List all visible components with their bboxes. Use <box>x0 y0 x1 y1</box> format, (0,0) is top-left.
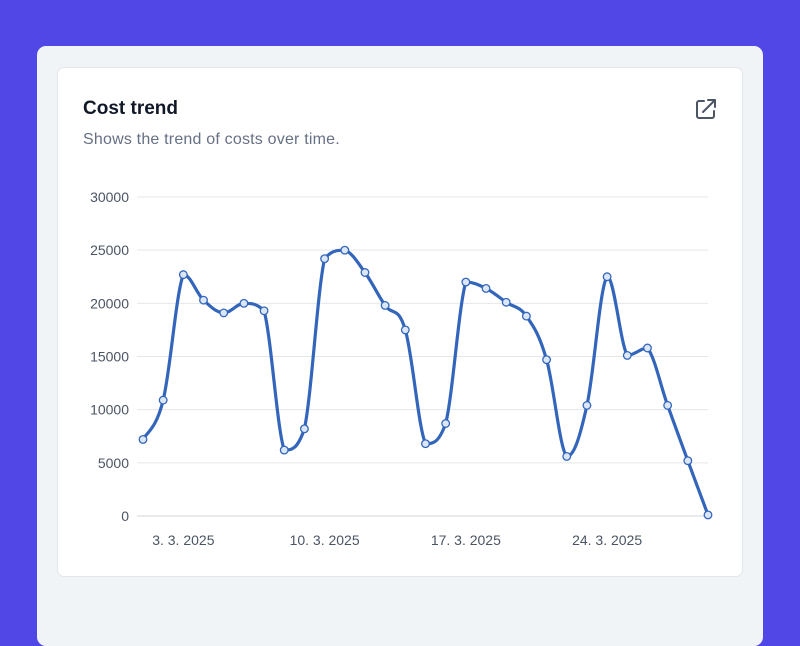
card-title: Cost trend <box>83 98 178 119</box>
data-point <box>421 439 430 449</box>
y-tick-label: 10000 <box>90 402 129 418</box>
external-link-icon[interactable] <box>694 97 718 121</box>
data-point <box>501 297 511 307</box>
data-point <box>178 270 188 280</box>
data-point <box>461 277 471 287</box>
y-tick-label: 30000 <box>90 189 129 205</box>
data-point <box>239 298 249 308</box>
data-point <box>259 306 269 316</box>
data-point <box>521 311 531 321</box>
card-subtitle: Shows the trend of costs over time. <box>83 131 340 148</box>
data-point <box>400 325 410 335</box>
data-point <box>683 456 693 466</box>
data-point <box>441 419 451 428</box>
data-point <box>299 424 309 434</box>
data-point <box>542 355 552 365</box>
data-point <box>582 400 592 410</box>
data-point <box>602 272 612 282</box>
data-point <box>199 295 208 305</box>
x-tick-label: 17. 3. 2025 <box>431 532 501 548</box>
data-point <box>481 283 491 293</box>
y-tick-label: 15000 <box>90 349 129 365</box>
x-tick-label: 10. 3. 2025 <box>290 532 360 548</box>
cost-trend-card: Cost trend Shows the trend of costs over… <box>57 67 743 577</box>
data-point <box>340 245 350 255</box>
y-tick-label: 25000 <box>90 242 129 258</box>
data-point <box>703 510 713 520</box>
data-point <box>562 452 572 461</box>
data-point <box>320 254 330 264</box>
data-point <box>138 434 148 444</box>
data-point <box>360 268 370 277</box>
series-line <box>141 248 710 516</box>
data-point <box>663 400 673 410</box>
y-tick-label: 5000 <box>98 455 129 471</box>
cost-line-chart: 0 5000 10000 15000 20000 25000 30000 3. 3. 2025… <box>90 189 713 548</box>
outer-panel: Cost trend Shows the trend of costs over… <box>37 46 763 646</box>
data-point <box>622 350 632 360</box>
data-point <box>158 395 168 405</box>
y-tick-label: 0 <box>121 508 129 524</box>
y-tick-label: 20000 <box>90 295 129 311</box>
x-tick-label: 3. 3. 2025 <box>152 532 214 548</box>
data-point <box>219 308 229 318</box>
x-tick-label: 24. 3. 2025 <box>572 532 642 548</box>
data-point <box>380 301 390 310</box>
data-point <box>643 343 652 353</box>
data-point <box>279 445 289 455</box>
